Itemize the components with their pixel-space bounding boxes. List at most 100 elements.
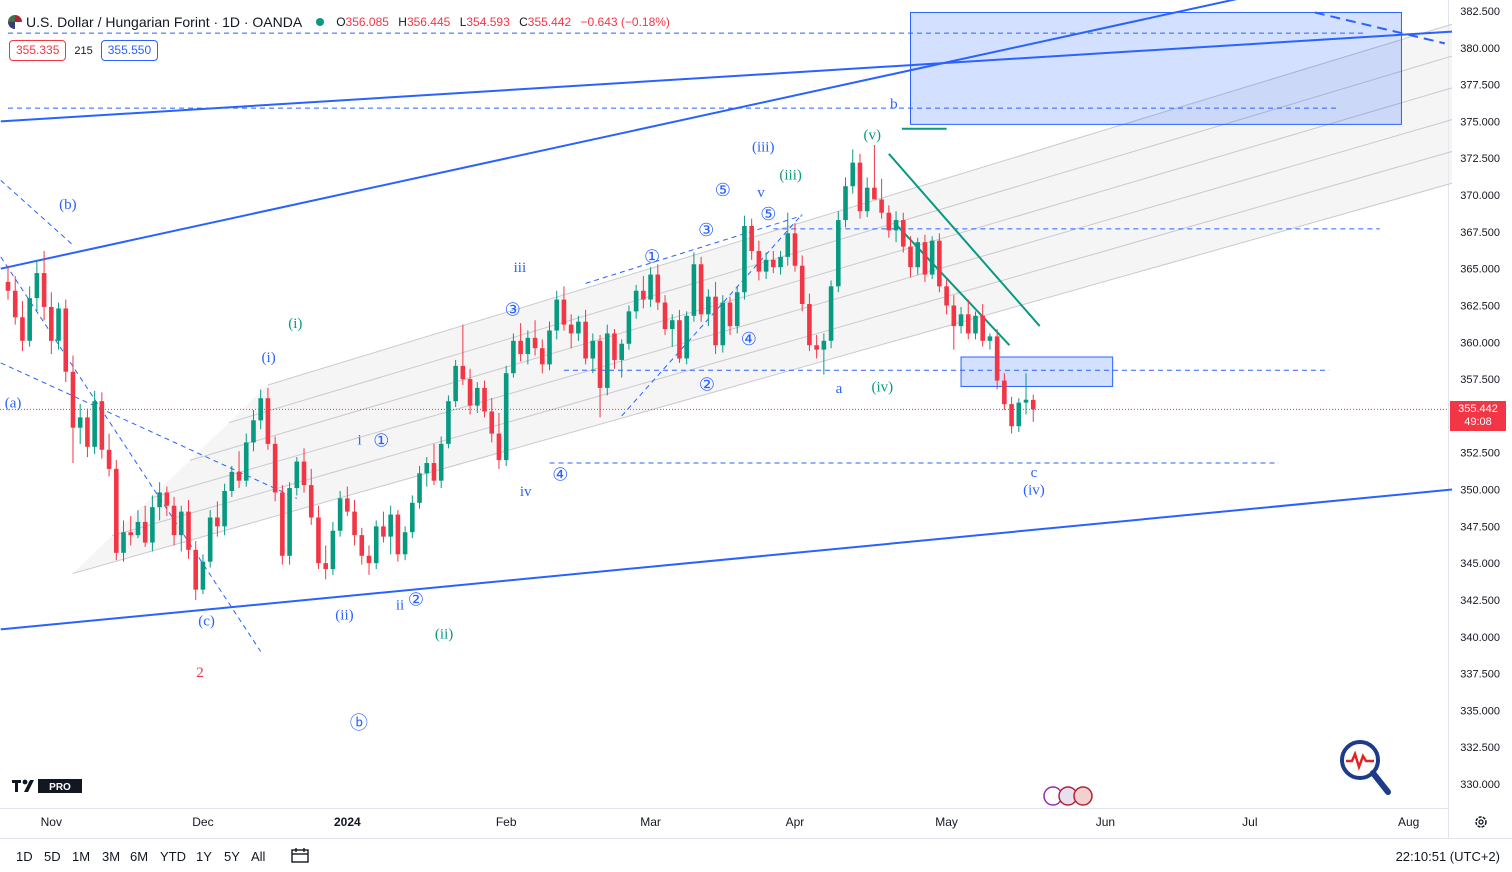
bar-countdown: 49:08	[1464, 416, 1492, 428]
candle	[568, 314, 574, 349]
candle-body	[27, 298, 32, 341]
range-all-button[interactable]: All	[251, 849, 266, 864]
close-value: 355.442	[527, 15, 572, 29]
candle-body	[503, 373, 509, 461]
candle-body	[554, 299, 560, 331]
candle-body	[836, 220, 841, 287]
range-1d-button[interactable]: 1D	[16, 849, 33, 864]
candle	[460, 324, 466, 385]
range-6m-button[interactable]: 6M	[130, 849, 149, 864]
calendar-range-icon[interactable]	[290, 848, 310, 864]
candle-body	[200, 561, 206, 590]
candle	[662, 295, 668, 335]
candle-body	[619, 343, 624, 360]
candle	[734, 286, 740, 334]
candle	[706, 289, 711, 327]
ohlc-values: O356.085 H356.445 L354.593 C355.442 −0.6…	[336, 15, 670, 29]
wave-label: ③	[505, 299, 521, 319]
candle	[301, 448, 307, 493]
candle-body	[994, 336, 1000, 381]
candle-body	[518, 340, 523, 355]
candle-body	[475, 387, 480, 406]
candle	[395, 510, 401, 562]
settings-gear-icon[interactable]	[1473, 814, 1489, 830]
candle-body	[258, 398, 263, 421]
candle-body	[323, 563, 328, 570]
candle-body	[121, 532, 126, 553]
candle	[893, 211, 899, 243]
candle-body	[626, 311, 632, 344]
candle	[908, 236, 913, 278]
range-1y-button[interactable]: 1Y	[196, 849, 212, 864]
bottom-toolbar: 1D 5D 1M 3M 6M YTD 1Y 5Y All 22:10:51 (U…	[0, 838, 1512, 872]
y-tick-label: 342.500	[1460, 595, 1500, 607]
candle	[323, 545, 328, 580]
candle-body	[85, 417, 90, 447]
candle-body	[157, 492, 162, 508]
wave-label: i	[358, 432, 362, 448]
candle	[265, 387, 271, 450]
candle-body	[330, 530, 336, 570]
candle-body	[872, 187, 877, 200]
candle	[128, 516, 134, 546]
y-tick-label: 382.500	[1460, 6, 1500, 18]
candle	[243, 433, 249, 487]
wave-label: (i)	[288, 316, 302, 332]
candle-body	[301, 461, 307, 486]
candle	[417, 465, 422, 509]
dashed-trendline-upper	[1314, 11, 1446, 45]
candle	[164, 486, 170, 517]
x-tick-label: Aug	[1398, 815, 1419, 829]
candle-body	[662, 302, 668, 330]
candle-body	[778, 256, 783, 268]
candle-body	[395, 514, 401, 555]
candle	[85, 408, 90, 458]
range-5y-button[interactable]: 5Y	[224, 849, 240, 864]
candle-body	[915, 242, 921, 268]
candle-body	[893, 220, 899, 231]
candle	[944, 278, 949, 315]
candle	[366, 545, 372, 575]
candle	[727, 296, 733, 335]
y-tick-label: 362.500	[1460, 300, 1500, 312]
sell-price-button[interactable]: 355.335	[9, 40, 67, 61]
candle	[604, 324, 610, 396]
candle-body	[222, 490, 227, 527]
wave-label: b	[890, 97, 898, 113]
candle-body	[886, 212, 892, 231]
candle-body	[373, 526, 379, 564]
candle-body	[590, 340, 596, 359]
candle	[669, 314, 675, 347]
y-tick-label: 335.000	[1460, 705, 1500, 717]
y-tick-label: 347.500	[1460, 521, 1500, 533]
range-1m-button[interactable]: 1M	[72, 849, 91, 864]
candle-body	[1002, 380, 1007, 405]
x-tick-label: 2024	[334, 815, 361, 829]
candle	[518, 323, 523, 362]
candle-body	[99, 401, 105, 450]
candle-body	[792, 233, 798, 266]
channel-fill	[72, 24, 1453, 574]
candle-body	[684, 315, 689, 359]
heartbeat-search-icon	[1340, 740, 1391, 795]
range-5d-button[interactable]: 5D	[44, 849, 61, 864]
candle	[655, 264, 661, 310]
x-tick-label: Feb	[496, 815, 517, 829]
clock-display[interactable]: 22:10:51 (UTC+2)	[1395, 849, 1500, 864]
change-value: −0.643 (−0.18%)	[580, 15, 670, 29]
candle-body	[973, 315, 978, 334]
candle-body	[547, 330, 552, 365]
candle-body	[828, 286, 834, 341]
symbol-title[interactable]: U.S. Dollar / Hungarian Forint · 1D · OA…	[26, 14, 303, 30]
candle	[114, 460, 119, 561]
price-chart[interactable]: (b)(a)(c)2(i)(i)(ii)(ii)ii ②i ①iiiiv④③①②③④…	[0, 0, 1512, 838]
low-value: 354.593	[466, 15, 510, 29]
range-ytd-button[interactable]: YTD	[160, 849, 186, 864]
tradingview-logo[interactable]: PRO	[12, 778, 84, 799]
buy-price-button[interactable]: 355.550	[100, 40, 159, 61]
candle	[539, 339, 545, 374]
candle	[915, 237, 921, 275]
candle-body	[193, 549, 199, 590]
range-3m-button[interactable]: 3M	[102, 849, 121, 864]
candle-body	[251, 420, 256, 443]
